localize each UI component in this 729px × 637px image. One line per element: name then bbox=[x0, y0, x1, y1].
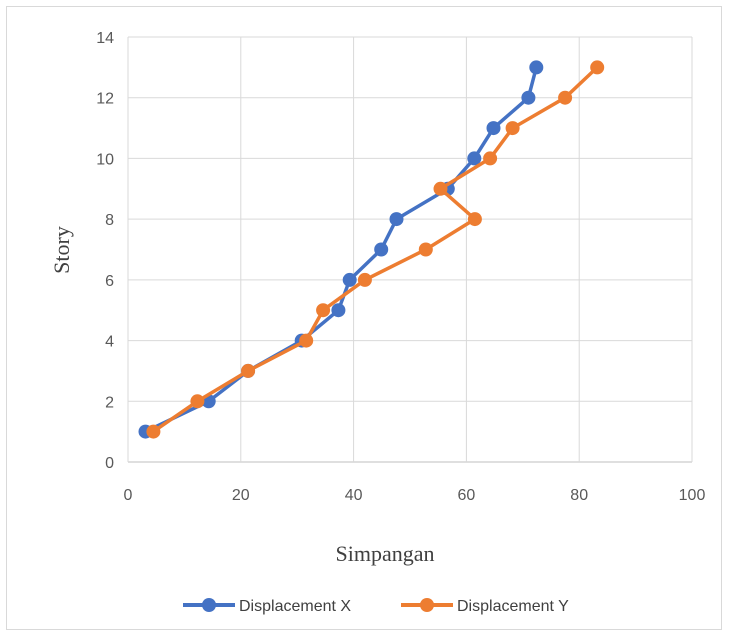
x-tick-label: 20 bbox=[232, 487, 250, 504]
data-point bbox=[483, 151, 498, 166]
legend-label-displacement-y: Displacement Y bbox=[457, 598, 569, 615]
series-group bbox=[138, 60, 605, 439]
gridlines bbox=[127, 36, 693, 463]
series-0 bbox=[138, 60, 544, 439]
y-axis-title: Story bbox=[49, 226, 74, 274]
data-point bbox=[299, 333, 314, 348]
chart-frame bbox=[6, 6, 722, 630]
data-point bbox=[433, 181, 448, 196]
data-point bbox=[505, 121, 520, 136]
data-point bbox=[342, 272, 357, 287]
y-tick-label: 12 bbox=[96, 91, 114, 108]
data-point bbox=[331, 303, 346, 318]
series-line bbox=[144, 66, 538, 434]
x-tick-label: 100 bbox=[679, 487, 706, 504]
data-point bbox=[467, 151, 482, 166]
data-point bbox=[558, 90, 573, 105]
y-tick-label: 10 bbox=[96, 151, 114, 168]
legend-marker-displacement-x bbox=[202, 598, 216, 612]
y-tick-label: 2 bbox=[105, 394, 114, 411]
legend: Displacement X Displacement Y bbox=[183, 598, 569, 615]
data-point bbox=[241, 363, 256, 378]
y-tick-label: 8 bbox=[105, 212, 114, 229]
x-tick-label: 0 bbox=[124, 487, 133, 504]
data-point bbox=[521, 90, 536, 105]
legend-label-displacement-x: Displacement X bbox=[239, 598, 351, 615]
y-tick-labels: 0 2 4 6 8 10 12 14 bbox=[96, 30, 114, 472]
legend-marker-displacement-y bbox=[420, 598, 434, 612]
y-tick-label: 14 bbox=[96, 30, 114, 47]
x-tick-label: 80 bbox=[570, 487, 588, 504]
series-1 bbox=[146, 60, 605, 439]
data-point bbox=[357, 272, 372, 287]
data-point bbox=[190, 394, 205, 409]
data-point bbox=[146, 424, 161, 439]
data-point bbox=[418, 242, 433, 257]
x-tick-label: 40 bbox=[345, 487, 363, 504]
data-point bbox=[467, 212, 482, 227]
data-point bbox=[389, 212, 404, 227]
y-tick-label: 6 bbox=[105, 273, 114, 290]
x-tick-label: 60 bbox=[458, 487, 476, 504]
x-axis-title: Simpangan bbox=[336, 541, 435, 566]
y-tick-label: 0 bbox=[105, 455, 114, 472]
data-point bbox=[590, 60, 605, 75]
data-point bbox=[529, 60, 544, 75]
y-tick-label: 4 bbox=[105, 334, 114, 351]
x-tick-labels: 0 20 40 60 80 100 bbox=[124, 487, 706, 504]
data-point bbox=[374, 242, 389, 257]
data-point bbox=[486, 121, 501, 136]
data-point bbox=[316, 303, 331, 318]
